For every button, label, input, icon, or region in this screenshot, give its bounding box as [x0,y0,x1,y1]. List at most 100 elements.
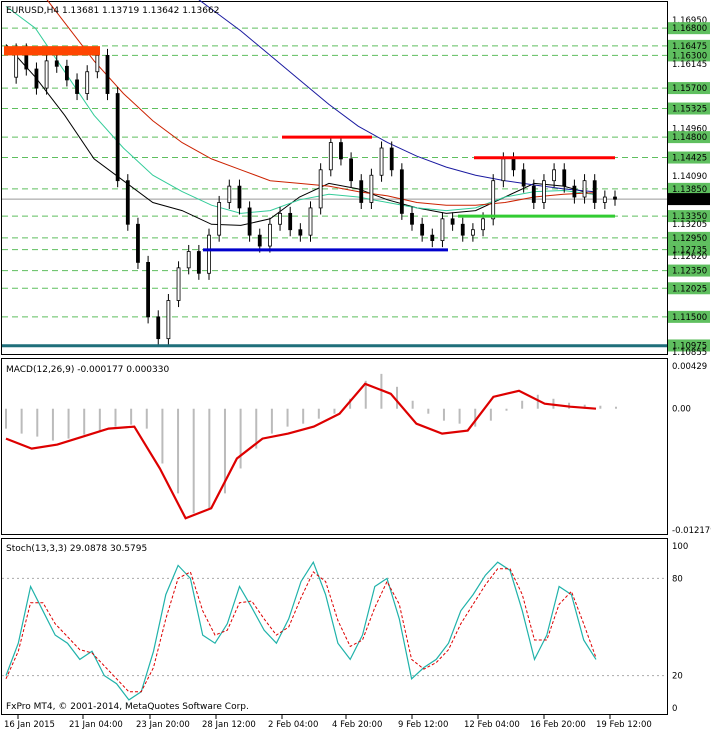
candle-body [602,196,607,203]
candle-body [369,174,374,203]
price-axis-label: 1.10855 [672,348,707,358]
time-axis-label: 19 Feb 12:00 [596,720,652,730]
time-axis-label: 16 Jan 2015 [4,720,55,730]
time-axis: 16 Jan 2015 21 Jan 04:00 23 Jan 20:00 28 Ja… [4,715,652,730]
time-axis-label: 21 Jan 04:00 [69,720,123,730]
price-axis-label: 1.10975 [672,341,707,351]
price-axis-label: 1.15700 [672,84,707,94]
price-axis-label: 1.14800 [672,133,707,143]
price-axis-label: 1.12025 [672,284,707,294]
price-axis-label: 1.16475 [672,42,707,52]
candle-body [115,93,120,182]
price-pane-frame [1,1,668,355]
candle-body [217,202,222,236]
price-axis-label: 1.11500 [672,313,707,323]
candle-body [105,55,110,94]
price-level-tag [668,131,710,144]
stoch-pane-header: Stoch(13,3,3) 29.0878 30.5795 [6,544,147,554]
price-axis-label: 1.13662 [672,195,707,205]
copyright-text: FxPro MT4, © 2001-2014, MetaQuotes Softw… [6,702,249,712]
candle-body [542,180,546,203]
time-axis-label: 16 Feb 20:00 [530,720,586,730]
price-level-tag [668,231,710,244]
candle-body [146,261,151,318]
price-axis-label: 1.14425 [672,154,707,164]
candle-body [399,169,404,214]
price-axis-label: 1.12735 [672,246,707,256]
stoch-signal-line [5,568,597,693]
macd-axis-label: 0.00429 [672,362,707,372]
candle-body [491,180,496,220]
candle-body [227,185,232,203]
stoch-pane-frame [1,538,668,715]
candle-body [328,142,333,171]
price-axis-label: 1.16145 [672,60,707,70]
resistance-zone [4,46,100,56]
candle-body [44,60,49,89]
time-axis-label: 2 Feb 04:00 [268,720,318,730]
candle-body [379,147,384,176]
price-level-tag [668,39,710,52]
macd-axis-label: -0.012179 [672,526,711,536]
stoch-axis-label: 0 [672,704,677,714]
candle-body [531,185,536,203]
candle-body [511,158,516,171]
price-level-tag [668,22,710,35]
current-price-tag [668,193,710,206]
candle-body [613,196,617,200]
candle-body [592,180,597,203]
candle-body [34,68,39,89]
price-axis-label: 1.12350 [672,267,707,277]
candle-body [186,251,191,269]
stoch-plot [2,560,667,701]
stoch-axis: 100 80 20 0 [672,542,688,714]
time-axis-label: 28 Jan 12:00 [202,720,256,730]
time-axis-label: 9 Feb 12:00 [398,720,448,730]
candle-body [420,223,425,236]
candle-body [389,147,394,171]
candle-body [166,300,171,340]
candle-body [298,229,303,236]
price-level-tag [668,243,710,256]
price-axis-label: 1.13350 [672,212,707,222]
candle-body [460,223,465,236]
price-level-tag [668,264,710,277]
ma-slow-line [46,0,594,206]
stoch-main-line [5,560,597,701]
candle-body [572,185,577,198]
price-level-tag [668,210,710,223]
candle-body [359,180,364,203]
candle-body [521,169,526,187]
candle-body [349,158,354,182]
moving-averages [5,0,594,226]
candle-body [308,207,313,236]
price-axis-label: 1.12950 [672,234,707,244]
price-axis-label: 1.14090 [672,172,707,182]
candle-body [247,207,252,236]
candle-body [54,60,59,67]
price-level-tag [668,82,710,95]
macd-pane-frame [1,358,668,535]
price-axis-label: 1.16800 [672,24,707,34]
time-axis-label: 4 Feb 20:00 [332,720,382,730]
ma-mid-line [5,5,594,214]
candle-body [288,212,293,231]
stoch-axis-label: 80 [672,574,683,584]
price-level-tag [668,282,710,295]
candle-body [65,65,69,81]
macd-signal-line [5,382,597,520]
support-resistance-levels[interactable] [2,46,667,348]
price-axis-label: 1.16300 [672,51,707,61]
stoch-axis-label: 20 [672,672,683,682]
candle-body [257,234,262,247]
candle-body [318,169,323,209]
candle-body [450,218,455,225]
candle-body [481,218,485,231]
candle-body [582,180,587,198]
price-axis-label: 1.12620 [672,252,707,262]
candle-body [562,169,567,187]
time-axis-label: 12 Feb 04:00 [464,720,520,730]
